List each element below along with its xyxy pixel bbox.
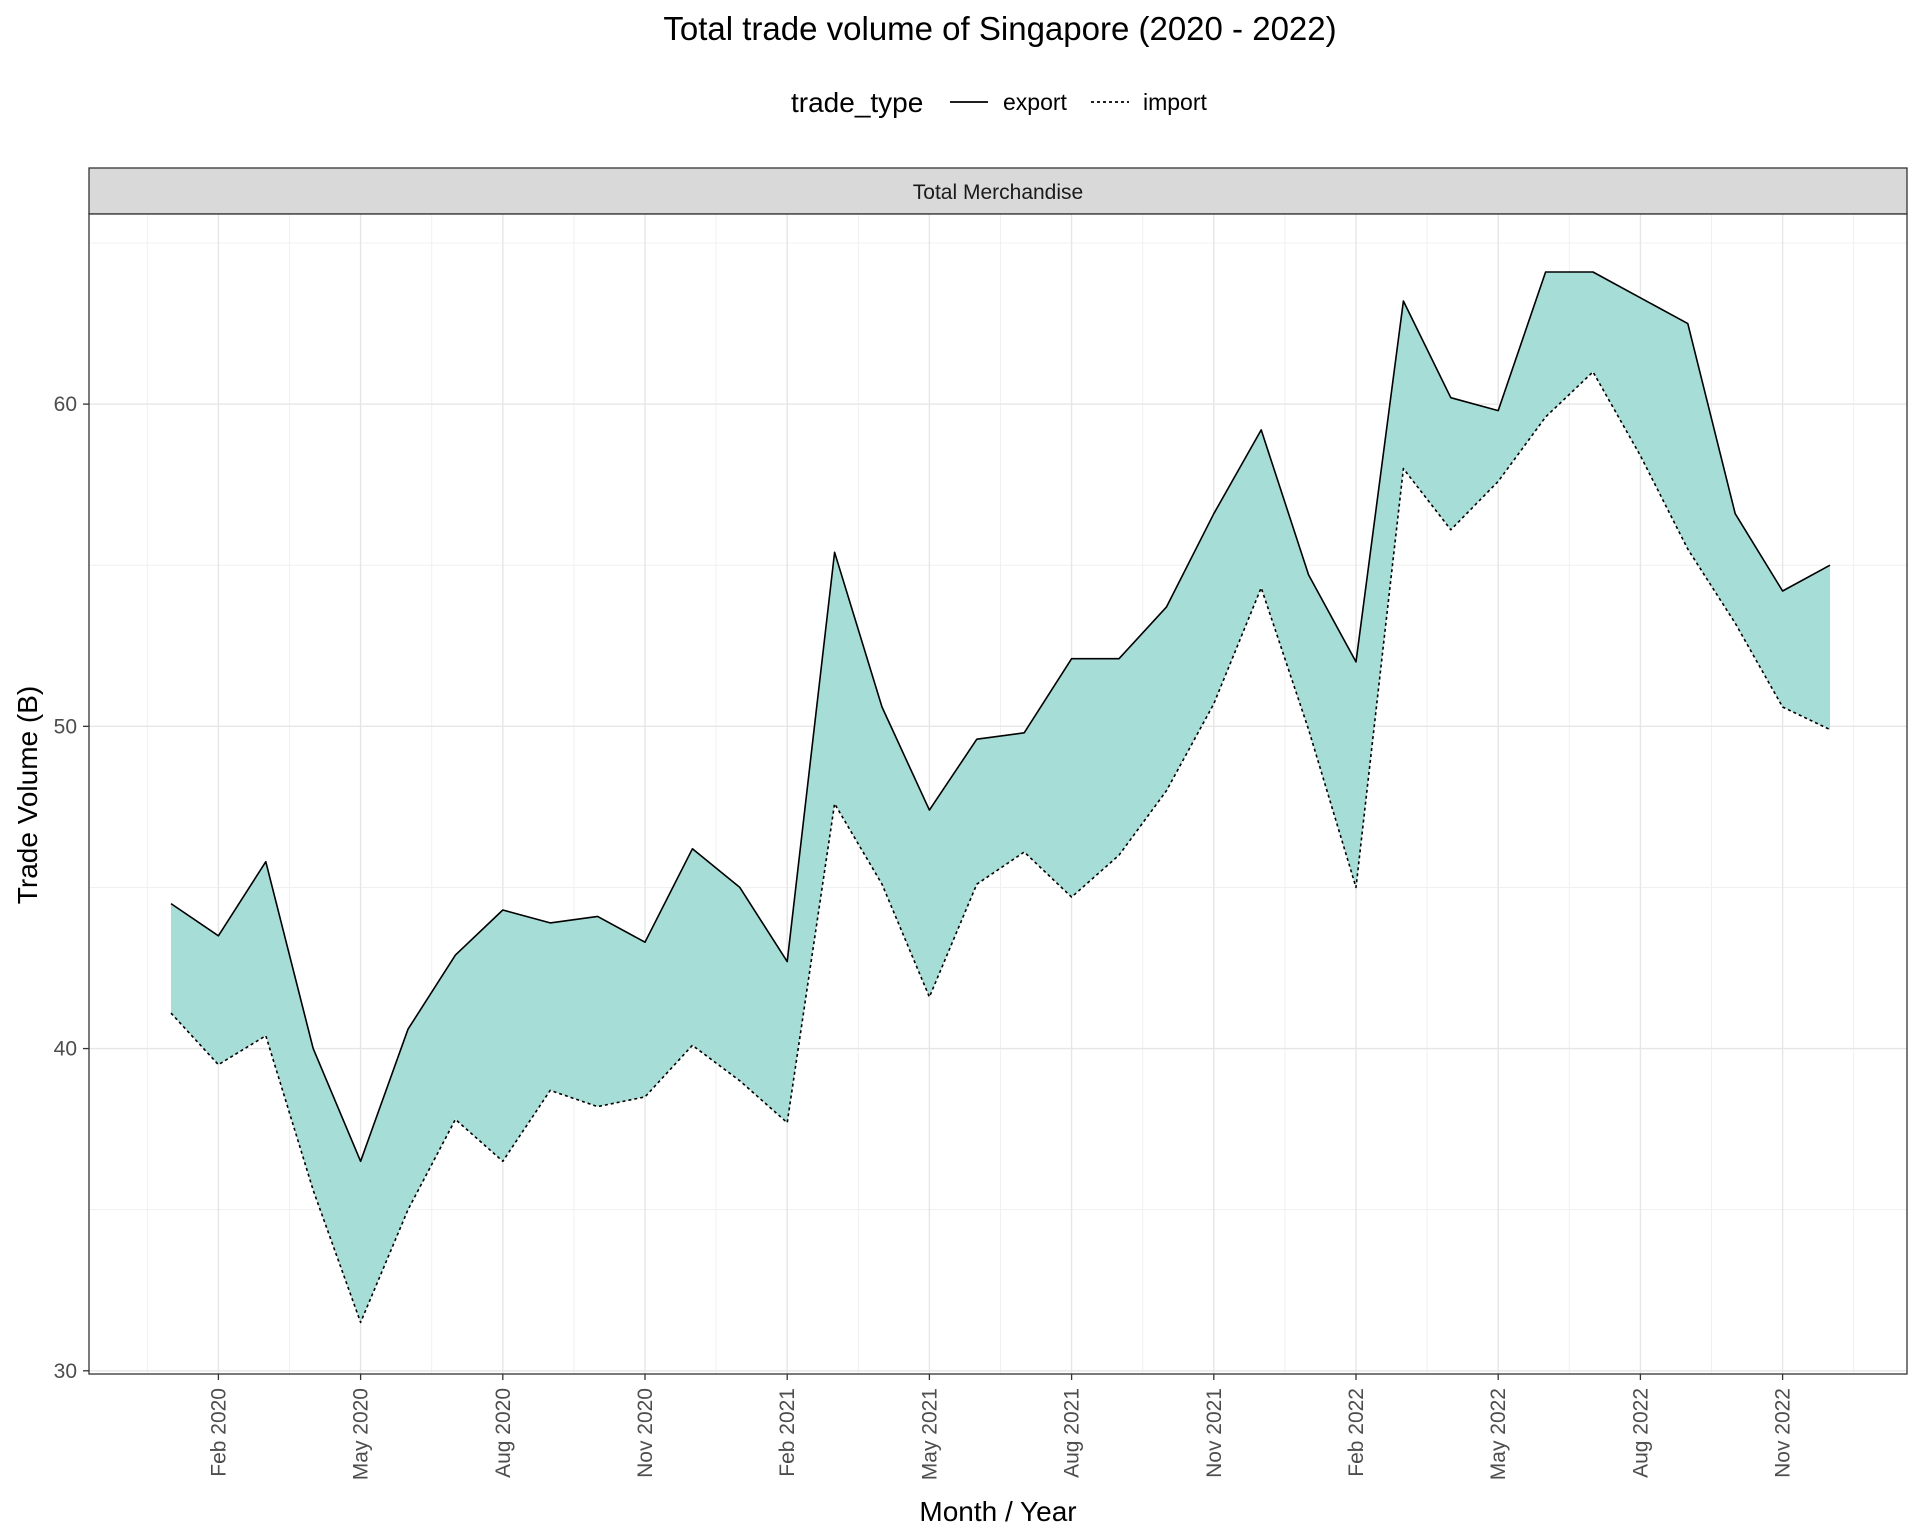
facet-strip bbox=[88, 167, 1908, 215]
area-layer bbox=[171, 272, 1830, 1323]
x-axis: Feb 2020 May 2020 Aug 2020 Nov 2020 Feb 2021… bbox=[207, 1374, 1795, 1480]
y-tick-label: 60 bbox=[54, 393, 77, 416]
x-tick-label: May 2021 bbox=[918, 1388, 941, 1480]
legend-label-import: import bbox=[1143, 89, 1208, 115]
x-tick-label: Feb 2021 bbox=[776, 1388, 799, 1477]
legend: trade_type export import bbox=[791, 87, 1208, 118]
x-tick-label: Nov 2022 bbox=[1772, 1388, 1795, 1478]
x-tick-label: Aug 2020 bbox=[492, 1388, 515, 1478]
y-axis: 30 40 50 60 bbox=[54, 393, 89, 1383]
x-axis-title: Month / Year bbox=[919, 1496, 1076, 1527]
y-axis-title: Trade Volume (B) bbox=[12, 686, 43, 904]
legend-title: trade_type bbox=[791, 87, 923, 118]
line-layer bbox=[170, 271, 1831, 1324]
x-tick-label: Aug 2022 bbox=[1629, 1388, 1652, 1478]
grid-minor bbox=[89, 214, 1907, 1374]
facet-label: Total Merchandise bbox=[913, 181, 1083, 204]
x-tick-label: Aug 2021 bbox=[1061, 1388, 1084, 1478]
panel-border bbox=[88, 213, 1908, 1375]
y-tick-label: 30 bbox=[54, 1360, 77, 1383]
legend-label-export: export bbox=[1003, 89, 1068, 115]
series-line-export bbox=[170, 271, 1831, 1163]
x-tick-label: May 2020 bbox=[350, 1388, 373, 1480]
x-tick-label: Nov 2020 bbox=[634, 1388, 657, 1478]
x-tick-label: Feb 2020 bbox=[207, 1388, 230, 1477]
x-tick-label: May 2022 bbox=[1487, 1388, 1510, 1480]
y-tick-label: 40 bbox=[54, 1038, 77, 1061]
x-tick-label: Feb 2022 bbox=[1345, 1388, 1368, 1477]
x-tick-label: Nov 2021 bbox=[1203, 1388, 1226, 1478]
y-tick-label: 50 bbox=[54, 715, 77, 738]
chart-title: Total trade volume of Singapore (2020 - … bbox=[663, 10, 1336, 47]
ribbon-area bbox=[171, 272, 1830, 1323]
